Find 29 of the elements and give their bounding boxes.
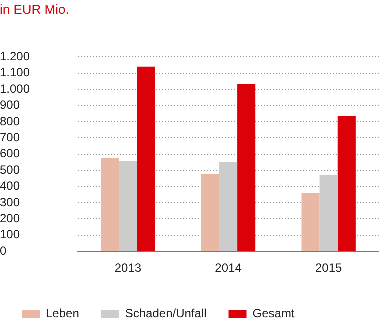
y-tick-label: 700 [0, 130, 20, 145]
bar [119, 162, 138, 252]
bar [201, 174, 220, 252]
bar [238, 84, 256, 252]
legend-label: Schaden/Unfall [125, 306, 207, 320]
y-tick-label: 300 [0, 195, 20, 210]
y-tick-label: 200 [0, 212, 20, 226]
y-tick-label: 1.200 [0, 50, 30, 64]
x-tick-label: 2015 [315, 261, 343, 276]
y-tick-label: 1.100 [0, 66, 30, 80]
y-tick-label: 100 [0, 228, 20, 242]
y-tick-label: 0 [0, 244, 7, 258]
bar [338, 116, 356, 252]
x-tick-label: 2013 [114, 261, 142, 276]
legend-label: Leben [46, 306, 80, 320]
x-tick-label: 2014 [215, 261, 242, 276]
y-tick-label: 1.000 [0, 82, 30, 96]
bar [101, 158, 120, 252]
legend-label: Gesamt [252, 306, 296, 320]
y-tick-label: 400 [0, 179, 20, 194]
y-tick-label: 800 [0, 114, 20, 128]
chart-title: in EUR Mio. [0, 1, 70, 19]
bar [137, 66, 156, 252]
bar [302, 193, 320, 252]
y-tick-label: 500 [0, 162, 20, 177]
y-tick-label: 900 [0, 98, 20, 112]
bar [219, 162, 238, 252]
bar [320, 175, 338, 252]
y-tick-label: 600 [0, 146, 20, 161]
